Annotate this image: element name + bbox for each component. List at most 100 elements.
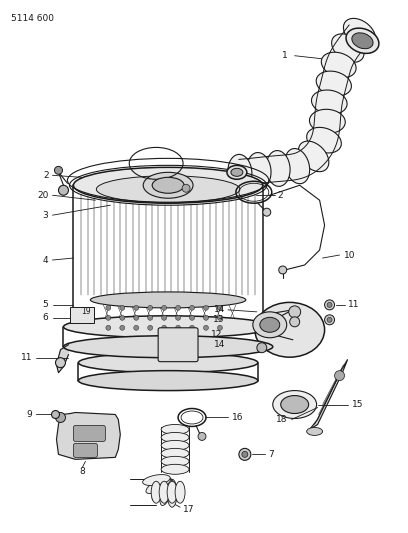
- Ellipse shape: [231, 168, 243, 176]
- Ellipse shape: [91, 292, 246, 308]
- Ellipse shape: [298, 141, 329, 172]
- Ellipse shape: [78, 353, 258, 373]
- Ellipse shape: [227, 165, 247, 179]
- Ellipse shape: [73, 167, 263, 203]
- Ellipse shape: [161, 464, 189, 474]
- Text: 9: 9: [27, 410, 33, 419]
- Circle shape: [120, 305, 125, 310]
- Circle shape: [162, 316, 166, 320]
- Circle shape: [204, 316, 208, 320]
- Text: 11: 11: [21, 353, 33, 362]
- Circle shape: [55, 166, 62, 174]
- Ellipse shape: [152, 177, 184, 193]
- Circle shape: [148, 325, 153, 330]
- Circle shape: [190, 305, 195, 310]
- Ellipse shape: [159, 481, 169, 503]
- Text: 7: 7: [268, 450, 273, 459]
- Ellipse shape: [64, 336, 273, 358]
- Circle shape: [327, 302, 332, 308]
- Ellipse shape: [167, 481, 177, 503]
- Circle shape: [242, 451, 248, 457]
- FancyBboxPatch shape: [73, 443, 98, 457]
- Circle shape: [106, 325, 111, 330]
- Text: 16: 16: [232, 413, 244, 422]
- Polygon shape: [255, 310, 293, 340]
- Circle shape: [58, 185, 69, 195]
- Ellipse shape: [307, 127, 341, 153]
- Circle shape: [335, 370, 344, 381]
- Circle shape: [55, 358, 65, 368]
- Circle shape: [134, 316, 139, 320]
- Ellipse shape: [322, 52, 356, 78]
- Circle shape: [120, 316, 125, 320]
- Circle shape: [175, 316, 181, 320]
- Ellipse shape: [143, 172, 193, 198]
- Text: 6: 6: [43, 313, 49, 322]
- Text: 2: 2: [278, 191, 284, 200]
- Text: 14: 14: [213, 340, 225, 349]
- Ellipse shape: [352, 33, 373, 49]
- Circle shape: [217, 316, 222, 320]
- Ellipse shape: [161, 432, 189, 442]
- Circle shape: [134, 325, 139, 330]
- Circle shape: [217, 305, 222, 310]
- Circle shape: [148, 316, 153, 320]
- Text: 15: 15: [352, 400, 363, 409]
- Polygon shape: [56, 345, 69, 373]
- Circle shape: [290, 317, 299, 327]
- Ellipse shape: [266, 150, 290, 187]
- Polygon shape: [310, 360, 348, 430]
- Ellipse shape: [146, 477, 171, 494]
- Ellipse shape: [260, 317, 280, 332]
- Polygon shape: [56, 413, 120, 459]
- Ellipse shape: [285, 149, 310, 184]
- Text: 20: 20: [37, 191, 49, 200]
- Text: 11: 11: [348, 301, 359, 309]
- Text: 17: 17: [183, 505, 195, 514]
- Circle shape: [120, 325, 125, 330]
- Text: 19: 19: [82, 308, 91, 317]
- Ellipse shape: [161, 424, 189, 434]
- Ellipse shape: [167, 479, 177, 507]
- Circle shape: [190, 316, 195, 320]
- Ellipse shape: [228, 155, 252, 190]
- Circle shape: [327, 317, 332, 322]
- Text: 3: 3: [43, 211, 49, 220]
- Circle shape: [279, 266, 287, 274]
- Ellipse shape: [175, 481, 185, 503]
- Circle shape: [148, 305, 153, 310]
- Circle shape: [204, 325, 208, 330]
- FancyBboxPatch shape: [71, 307, 94, 323]
- Ellipse shape: [151, 481, 161, 503]
- Text: 1: 1: [282, 51, 288, 60]
- Text: 14: 14: [213, 305, 225, 314]
- Text: 2: 2: [43, 171, 49, 180]
- Circle shape: [198, 432, 206, 440]
- Circle shape: [182, 184, 190, 192]
- Ellipse shape: [152, 478, 172, 500]
- Text: 13: 13: [213, 316, 225, 324]
- Ellipse shape: [78, 370, 258, 391]
- Circle shape: [289, 306, 301, 318]
- Ellipse shape: [161, 448, 189, 458]
- Circle shape: [204, 305, 208, 310]
- Circle shape: [134, 305, 139, 310]
- Text: 10: 10: [344, 251, 355, 260]
- Text: 8: 8: [80, 467, 85, 476]
- Text: 5: 5: [43, 301, 49, 309]
- Circle shape: [239, 448, 251, 461]
- Ellipse shape: [247, 152, 271, 188]
- Ellipse shape: [64, 316, 273, 338]
- Circle shape: [257, 343, 267, 353]
- Ellipse shape: [273, 391, 317, 418]
- Ellipse shape: [316, 71, 351, 96]
- Circle shape: [175, 325, 181, 330]
- Text: 4: 4: [43, 255, 49, 264]
- Ellipse shape: [253, 312, 287, 338]
- Ellipse shape: [161, 440, 189, 450]
- Circle shape: [106, 305, 111, 310]
- Ellipse shape: [160, 479, 173, 505]
- Ellipse shape: [255, 302, 325, 357]
- Ellipse shape: [311, 90, 347, 115]
- Circle shape: [217, 325, 222, 330]
